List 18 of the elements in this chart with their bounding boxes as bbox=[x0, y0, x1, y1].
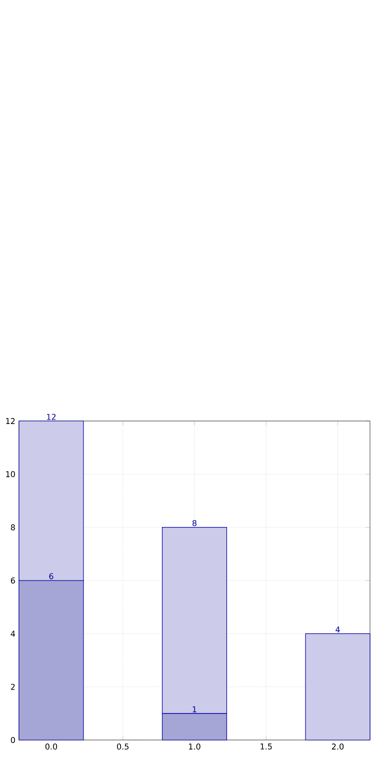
y-tick-label: 8 bbox=[10, 524, 15, 530]
y-tick-label: 6 bbox=[10, 577, 15, 584]
total-label: 4 bbox=[336, 626, 340, 632]
y-tick-label: 2 bbox=[10, 684, 15, 690]
y-tick-label: 10 bbox=[6, 471, 15, 478]
y-tick-label: 4 bbox=[10, 630, 16, 637]
x-tick-label: 2.0 bbox=[332, 744, 344, 750]
data-label: 6 bbox=[49, 573, 54, 580]
y-tick-label: 0 bbox=[10, 736, 15, 744]
x-tick-label: 0.0 bbox=[45, 744, 58, 750]
x-tick-label: 0.5 bbox=[117, 744, 129, 750]
x-tick-label: 1.0 bbox=[189, 744, 200, 750]
data-label: 1 bbox=[192, 706, 196, 712]
x-tick-label: 1.5 bbox=[260, 744, 272, 750]
total-label: 12 bbox=[47, 414, 56, 420]
total-label: 8 bbox=[192, 520, 196, 526]
y-tick-label: 12 bbox=[6, 418, 15, 424]
bar bbox=[305, 633, 370, 740]
